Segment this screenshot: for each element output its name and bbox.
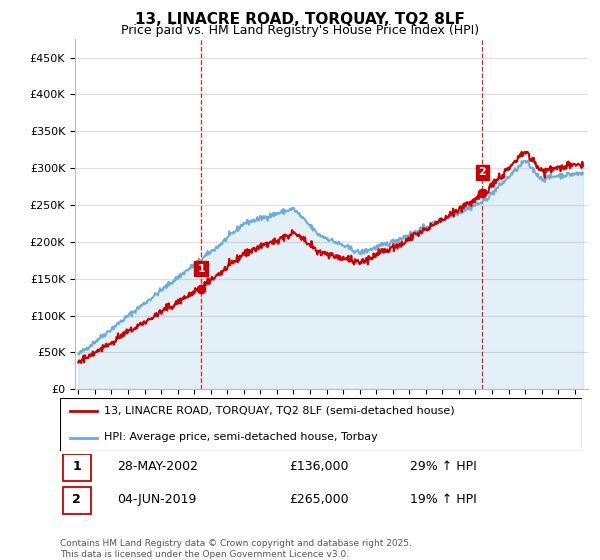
Text: 13, LINACRE ROAD, TORQUAY, TQ2 8LF (semi-detached house): 13, LINACRE ROAD, TORQUAY, TQ2 8LF (semi… <box>104 406 455 416</box>
FancyBboxPatch shape <box>62 487 91 514</box>
Text: 13, LINACRE ROAD, TORQUAY, TQ2 8LF: 13, LINACRE ROAD, TORQUAY, TQ2 8LF <box>135 12 465 27</box>
Text: 04-JUN-2019: 04-JUN-2019 <box>118 493 197 506</box>
Text: 1: 1 <box>73 460 81 473</box>
Text: 1: 1 <box>197 264 205 274</box>
Text: Price paid vs. HM Land Registry's House Price Index (HPI): Price paid vs. HM Land Registry's House … <box>121 24 479 36</box>
Text: 29% ↑ HPI: 29% ↑ HPI <box>410 460 476 473</box>
Text: 2: 2 <box>479 167 486 178</box>
Text: £136,000: £136,000 <box>290 460 349 473</box>
Text: 28-MAY-2002: 28-MAY-2002 <box>118 460 199 473</box>
Text: HPI: Average price, semi-detached house, Torbay: HPI: Average price, semi-detached house,… <box>104 432 378 442</box>
FancyBboxPatch shape <box>62 454 91 480</box>
Text: 2: 2 <box>73 493 81 506</box>
Text: 19% ↑ HPI: 19% ↑ HPI <box>410 493 476 506</box>
FancyBboxPatch shape <box>60 398 582 451</box>
Text: £265,000: £265,000 <box>290 493 349 506</box>
Text: Contains HM Land Registry data © Crown copyright and database right 2025.
This d: Contains HM Land Registry data © Crown c… <box>60 539 412 559</box>
